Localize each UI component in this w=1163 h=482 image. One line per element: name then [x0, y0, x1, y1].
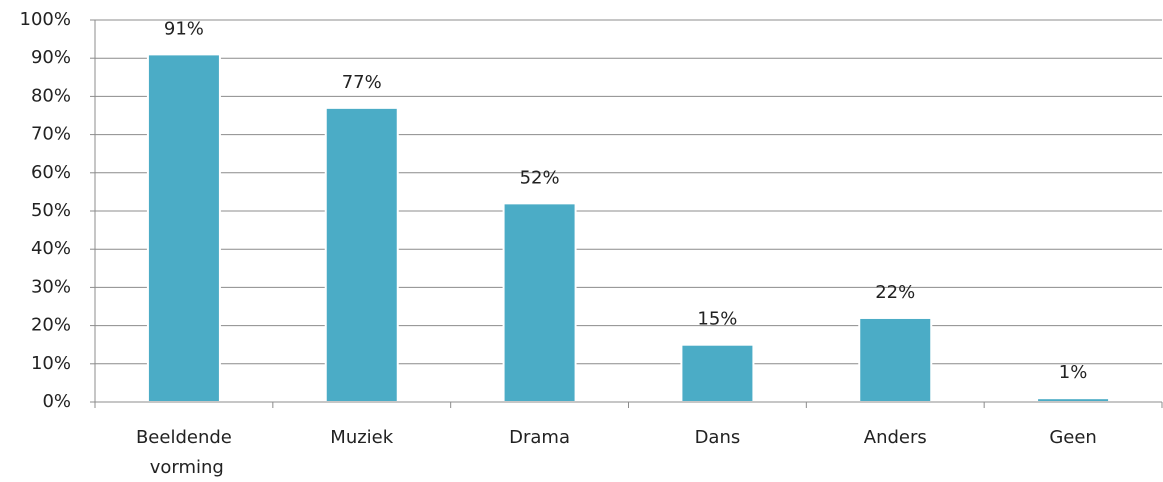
- value-label: 1%: [1059, 362, 1088, 383]
- bar: [680, 343, 755, 404]
- x-tick-label: Geen: [1049, 427, 1097, 448]
- bar: [1036, 397, 1111, 403]
- bar: [858, 316, 933, 403]
- y-tick-label: 30%: [31, 276, 71, 297]
- value-label: 22%: [875, 282, 915, 303]
- y-tick-label: 70%: [31, 124, 71, 145]
- y-tick-label: 40%: [31, 238, 71, 259]
- x-tick-label: Muziek: [330, 427, 393, 448]
- bar: [324, 106, 399, 404]
- x-tick-label: Beeldende vorming: [136, 427, 232, 478]
- y-tick-label: 90%: [31, 47, 71, 68]
- y-tick-label: 20%: [31, 315, 71, 336]
- value-label: 15%: [697, 309, 737, 330]
- y-tick-label: 50%: [31, 200, 71, 221]
- bar: [502, 202, 577, 403]
- value-label: 77%: [342, 72, 382, 93]
- x-tick-label: Anders: [864, 427, 927, 448]
- x-tick-label: Dans: [695, 427, 741, 448]
- y-tick-label: 10%: [31, 353, 71, 374]
- value-label: 91%: [164, 18, 204, 39]
- bar: [146, 53, 221, 403]
- y-tick-label: 60%: [31, 162, 71, 183]
- y-tick-label: 0%: [42, 391, 71, 412]
- x-tick-label: Drama: [509, 427, 570, 448]
- value-label: 52%: [520, 167, 560, 188]
- y-tick-label: 100%: [20, 9, 71, 30]
- y-tick-label: 80%: [31, 85, 71, 106]
